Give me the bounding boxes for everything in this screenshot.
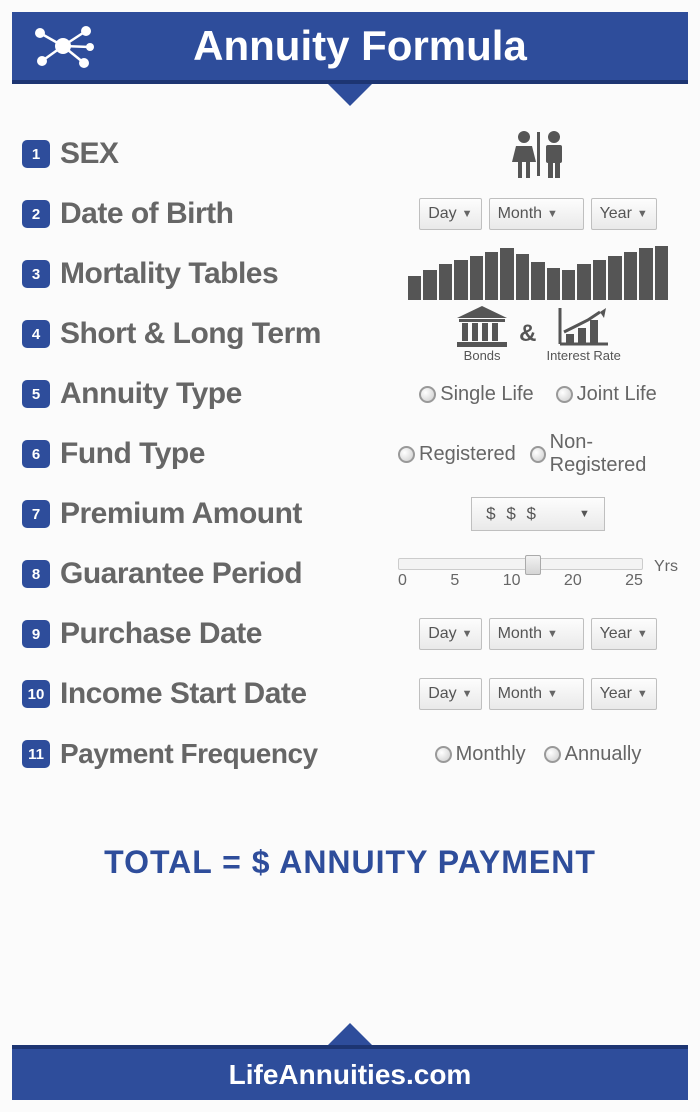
step-badge: 4 [22,320,50,348]
radio-registered[interactable]: Registered [398,443,516,466]
chevron-down-icon: ▼ [462,688,473,700]
mortality-chart [398,248,678,300]
premium-select[interactable]: $ $ $ ▼ [471,497,605,531]
radio-nonregistered[interactable]: Non-Registered [530,431,678,477]
radio-icon [435,746,452,763]
page-title: Annuity Formula [98,22,622,70]
footer-text: LifeAnnuities.com [229,1059,472,1091]
premium-select-wrap: $ $ $ ▼ [398,497,678,531]
radio-annually[interactable]: Annually [544,743,642,766]
row-label: Annuity Type [60,377,388,411]
bonds-rate-icons: Bonds & Interest Rate [398,306,678,363]
payment-freq-options: Monthly Annually [398,743,678,766]
ampersand: & [519,320,536,348]
radio-joint-life[interactable]: Joint Life [556,383,657,406]
chevron-down-icon: ▼ [637,688,648,700]
row-label: Premium Amount [60,497,388,531]
step-badge: 3 [22,260,50,288]
step-badge: 7 [22,500,50,528]
row-payment-freq: 11 Payment Frequency Monthly Annually [22,724,678,784]
sex-icons[interactable] [398,128,678,180]
month-select[interactable]: Month▼ [489,678,584,710]
total-line: TOTAL = $ ANNUITY PAYMENT [0,844,700,881]
chevron-down-icon: ▼ [547,208,558,220]
step-badge: 1 [22,140,50,168]
row-purchase-date: 9 Purchase Date Day▼ Month▼ Year▼ [22,604,678,664]
years-unit: Yrs [654,558,678,576]
step-badge: 9 [22,620,50,648]
chevron-down-icon: ▼ [637,208,648,220]
day-select[interactable]: Day▼ [419,618,481,650]
annuity-type-options: Single Life Joint Life [398,383,678,406]
step-badge: 11 [22,740,50,768]
fund-type-options: Registered Non-Registered [398,431,678,477]
row-premium: 7 Premium Amount $ $ $ ▼ [22,484,678,544]
year-select[interactable]: Year▼ [591,198,657,230]
chevron-down-icon: ▼ [547,688,558,700]
row-sex: 1 SEX [22,124,678,184]
row-label: Date of Birth [60,197,388,231]
radio-single-life[interactable]: Single Life [419,383,533,406]
bonds-icon: Bonds [455,306,509,363]
row-label: Mortality Tables [60,257,388,291]
form-rows: 1 SEX 2 Date of Birth Day▼ [0,124,700,784]
slider-labels: 0 5 10 20 25 [398,572,643,590]
row-fund-type: 6 Fund Type Registered Non-Registered [22,424,678,484]
radio-icon [556,386,573,403]
footer-bar: LifeAnnuities.com [12,1045,688,1100]
row-guarantee: 8 Guarantee Period 0 5 10 20 25 Yrs [22,544,678,604]
radio-icon [398,446,415,463]
step-badge: 8 [22,560,50,588]
female-male-icon [506,128,570,180]
row-label: Guarantee Period [60,557,388,591]
footer-pointer-icon [328,1023,372,1045]
row-mortality: 3 Mortality Tables [22,244,678,304]
month-select[interactable]: Month▼ [489,618,584,650]
header-pointer-icon [328,84,372,106]
radio-icon [419,386,436,403]
row-label: Income Start Date [60,677,388,711]
row-label: SEX [60,137,388,171]
radio-icon [530,446,546,463]
row-shortlong: 4 Short & Long Term Bonds & [22,304,678,364]
chevron-down-icon: ▼ [462,628,473,640]
guarantee-slider-wrap: 0 5 10 20 25 Yrs [398,558,678,590]
step-badge: 5 [22,380,50,408]
row-income-start: 10 Income Start Date Day▼ Month▼ Year▼ [22,664,678,724]
purchase-date-selects: Day▼ Month▼ Year▼ [398,618,678,650]
row-annuity-type: 5 Annuity Type Single Life Joint Life [22,364,678,424]
slider-track [398,558,643,570]
step-badge: 2 [22,200,50,228]
chevron-down-icon: ▼ [637,628,648,640]
step-badge: 10 [22,680,50,708]
month-select[interactable]: Month▼ [489,198,584,230]
radio-monthly[interactable]: Monthly [435,743,526,766]
chevron-down-icon: ▼ [547,628,558,640]
row-dob: 2 Date of Birth Day▼ Month▼ Year▼ [22,184,678,244]
year-select[interactable]: Year▼ [591,618,657,650]
row-label: Payment Frequency [60,738,388,770]
row-label: Fund Type [60,437,388,471]
day-select[interactable]: Day▼ [419,198,481,230]
chevron-down-icon: ▼ [462,208,473,220]
income-start-selects: Day▼ Month▼ Year▼ [398,678,678,710]
guarantee-slider[interactable]: 0 5 10 20 25 [398,558,643,590]
day-select[interactable]: Day▼ [419,678,481,710]
dob-selects: Day▼ Month▼ Year▼ [398,198,678,230]
interest-rate-icon: Interest Rate [546,306,620,363]
bar-chart-icon [408,248,668,300]
header-bar: Annuity Formula [12,12,688,84]
chevron-down-icon: ▼ [579,508,590,520]
slider-thumb[interactable] [525,555,541,575]
row-label: Short & Long Term [60,317,388,351]
row-label: Purchase Date [60,617,388,651]
radio-icon [544,746,561,763]
network-icon [28,21,98,71]
year-select[interactable]: Year▼ [591,678,657,710]
step-badge: 6 [22,440,50,468]
